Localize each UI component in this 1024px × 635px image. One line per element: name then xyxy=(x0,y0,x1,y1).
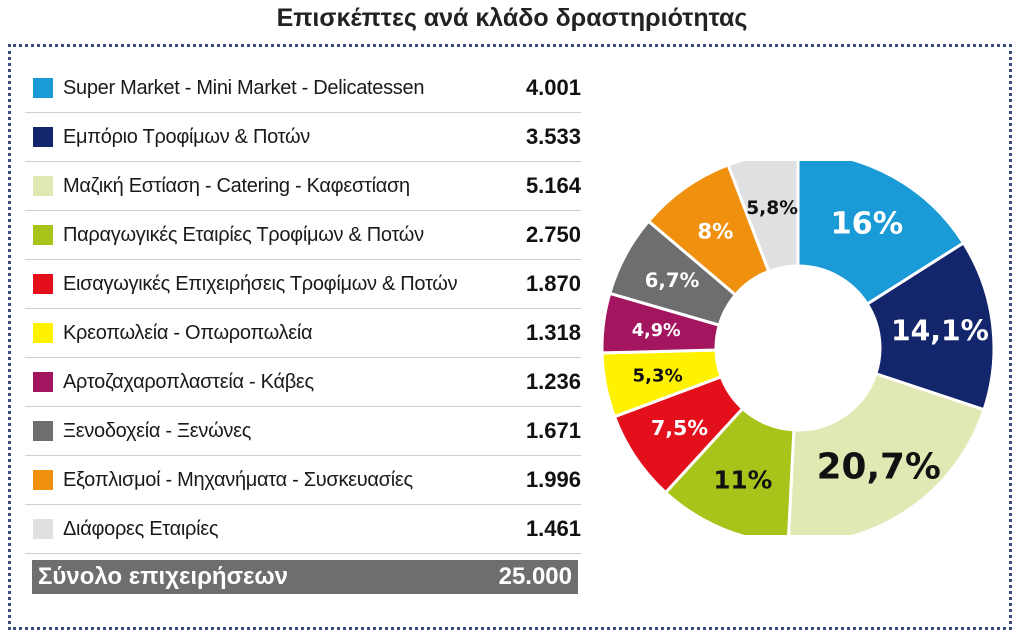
legend-swatch xyxy=(33,127,53,147)
slice-percent-label: 6,7% xyxy=(645,269,700,292)
legend-value: 1.461 xyxy=(525,516,581,541)
page-title: Επισκέπτες ανά κλάδο δραστηριότητας xyxy=(276,4,748,32)
legend-value: 1.996 xyxy=(525,467,581,492)
legend-label: Ξενοδοχεία - Ξενώνες xyxy=(63,419,252,442)
legend-value: 1.870 xyxy=(525,271,581,296)
slice-percent-label: 16% xyxy=(831,206,904,241)
slice-percent-label: 5,3% xyxy=(633,366,683,387)
slice-percent-label: 20,7% xyxy=(817,447,941,488)
legend-label: Εμπόριο Τροφίμων & Ποτών xyxy=(63,125,310,148)
legend-row: Ξενοδοχεία - Ξενώνες 1.671 xyxy=(25,407,581,456)
legend-swatch xyxy=(33,470,53,490)
slice-percent-label: 5,8% xyxy=(746,198,798,219)
total-label: Σύνολο επιχειρήσεων xyxy=(38,563,289,590)
legend-row: Αρτοζαχαροπλαστεία - Κάβες 1.236 xyxy=(25,358,581,407)
legend-value: 3.533 xyxy=(525,124,581,149)
legend-row: Εμπόριο Τροφίμων & Ποτών 3.533 xyxy=(25,113,581,162)
legend-label: Εισαγωγικές Επιχειρήσεις Τροφίμων & Ποτώ… xyxy=(63,272,458,295)
legend-swatch xyxy=(33,372,53,392)
legend-swatch xyxy=(33,323,53,343)
legend-value: 1.236 xyxy=(525,369,581,394)
legend-value: 5.164 xyxy=(525,173,581,198)
slice-percent-label: 11% xyxy=(713,466,772,495)
donut-slice xyxy=(787,371,986,535)
legend-row: Εξοπλισμοί - Μηχανήματα - Συσκευασίες 1.9… xyxy=(25,456,581,505)
legend-label: Μαζική Εστίαση - Catering - Καφεστίαση xyxy=(63,174,410,197)
legend-row: Παραγωγικές Εταιρίες Τροφίμων & Ποτών 2.7… xyxy=(25,211,581,260)
slice-percent-label: 8% xyxy=(697,219,733,244)
legend-swatch xyxy=(33,78,53,98)
legend-value: 2.750 xyxy=(525,222,581,247)
legend-row: Εισαγωγικές Επιχειρήσεις Τροφίμων & Ποτώ… xyxy=(25,260,581,309)
donut-chart: 16% 14,1% 20,7% 11% 7,5% 5,3% 4,9% 6,7% 8% 5,8% xyxy=(600,161,996,535)
legend-row: Μαζική Εστίαση - Catering - Καφεστίαση 5.… xyxy=(25,162,581,211)
slice-percent-label: 7,5% xyxy=(651,416,708,440)
legend-swatch xyxy=(33,176,53,196)
donut-slice xyxy=(726,161,800,274)
legend-swatch xyxy=(33,225,53,245)
total-value: 25.000 xyxy=(498,563,572,590)
donut-slice xyxy=(865,240,996,412)
legend-value: 1.318 xyxy=(525,320,581,345)
legend-swatch xyxy=(33,519,53,539)
slice-percent-label: 14,1% xyxy=(891,314,989,347)
legend-label: Παραγωγικές Εταιρίες Τροφίμων & Ποτών xyxy=(63,223,424,246)
chart-frame xyxy=(8,44,1012,630)
legend-row: Κρεοπωλεία - Οπωροπωλεία 1.318 xyxy=(25,309,581,358)
legend-label: Αρτοζαχαροπλαστεία - Κάβες xyxy=(63,370,314,393)
legend-row: Διάφορες Εταιρίες 1.461 xyxy=(25,505,581,554)
legend-row: Super Market - Mini Market - Delicatesse… xyxy=(25,64,581,113)
total-bar: Σύνολο επιχειρήσεων 25.000 xyxy=(32,560,578,594)
slice-percent-label: 4,9% xyxy=(632,321,681,341)
legend-swatch xyxy=(33,421,53,441)
legend-label: Super Market - Mini Market - Delicatesse… xyxy=(63,76,425,99)
legend-label: Κρεοπωλεία - Οπωροπωλεία xyxy=(63,321,313,344)
legend-value: 1.671 xyxy=(525,418,581,443)
legend-label: Διάφορες Εταιρίες xyxy=(63,517,219,540)
legend-value: 4.001 xyxy=(525,75,581,100)
legend-label: Εξοπλισμοί - Μηχανήματα - Συσκευασίες xyxy=(63,468,413,491)
legend: Super Market - Mini Market - Delicatesse… xyxy=(25,64,581,554)
legend-swatch xyxy=(33,274,53,294)
